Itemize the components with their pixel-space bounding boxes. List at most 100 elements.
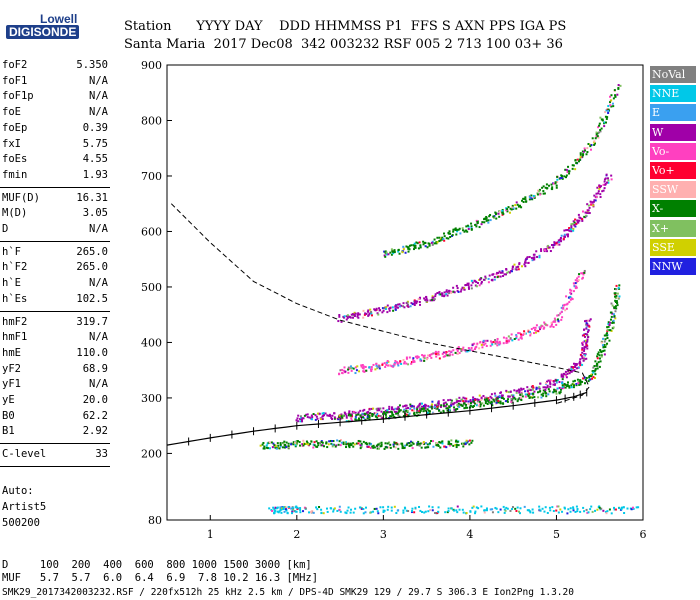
echo-point [405,413,408,416]
echo-point [535,386,538,389]
echo-point [425,300,428,303]
echo-point [610,99,613,102]
echo-point [614,508,617,511]
echo-point [549,509,552,512]
echo-point [399,360,402,363]
echo-point [547,244,550,247]
echo-point [575,161,578,164]
echo-point [341,416,344,419]
echo-point [418,406,421,409]
echo-point [423,354,426,357]
echo-point [559,238,562,241]
echo-point [609,311,612,314]
echo-point [439,239,442,242]
echo-point [375,412,378,415]
echo-point [448,409,451,412]
echo-point [395,411,398,414]
echo-point [274,445,277,448]
echo-point [536,255,539,258]
echo-point [290,443,293,446]
echo-point [320,508,323,511]
echo-point [474,512,477,515]
echo-point [426,358,429,361]
echo-point [299,507,302,510]
echo-point [536,189,539,192]
echo-point [538,387,541,390]
param-value: N/A [89,331,108,344]
echo-point [543,510,546,513]
echo-point [440,404,443,407]
echo-point [439,293,442,296]
echo-point [520,333,523,336]
echo-point [554,320,557,323]
echo-point [597,361,600,364]
echo-point [333,507,336,510]
echo-point [395,361,398,364]
echo-point [575,367,578,370]
echo-point [402,305,405,308]
echo-point [580,272,583,275]
echo-point [428,242,431,245]
echo-point [435,241,438,244]
echo-point [538,254,541,257]
echo-point [332,508,335,511]
echo-point [433,352,436,355]
echo-point [575,505,578,508]
echo-point [334,445,337,448]
echo-point [424,407,427,410]
echo-point [631,506,634,509]
echo-point [356,315,359,318]
echo-point [283,505,286,508]
echo-point [347,444,350,447]
echo-point [567,296,570,299]
echo-point [453,291,456,294]
echo-point [505,268,508,271]
echo-point [558,391,561,394]
echo-point [577,160,580,163]
echo-point [411,404,414,407]
echo-point [513,338,516,341]
echo-point [455,233,458,236]
echo-point [585,327,588,330]
echo-point [615,288,618,291]
echo-point [393,249,396,252]
echo-point [446,407,449,410]
echo-point [516,506,519,509]
echo-point [609,104,612,107]
echo-point [405,509,408,512]
param-value: 319.7 [76,315,108,328]
echo-point [407,406,410,409]
echo-point [578,273,581,276]
echo-point [441,442,444,445]
echo-point [273,508,276,511]
echo-point [555,389,558,392]
echo-point [553,317,556,320]
echo-point [328,440,331,443]
echo-point [530,392,533,395]
echo-point [379,407,382,410]
echo-point [368,416,371,419]
echo-point [501,394,504,397]
param-row: foEs 4.55 [2,153,108,165]
echo-point [619,84,622,87]
echo-point [353,443,356,446]
echo-point [568,386,571,389]
echo-point [570,365,573,368]
echo-point [442,351,445,354]
echo-point [354,416,357,419]
echo-point [377,414,380,417]
echo-point [561,385,564,388]
echo-point [603,187,606,190]
echo-point [548,506,551,509]
echo-point [606,329,609,332]
echo-point [483,217,486,220]
echo-point [356,365,359,368]
echo-point [505,273,508,276]
echo-point [450,399,453,402]
echo-point [407,414,410,417]
echo-point [584,149,587,152]
echo-point [601,190,604,193]
param-key: foEs [2,153,28,166]
echo-point [450,350,453,353]
echo-point [419,358,422,361]
